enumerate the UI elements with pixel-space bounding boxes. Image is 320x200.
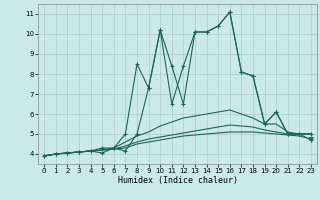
X-axis label: Humidex (Indice chaleur): Humidex (Indice chaleur)	[118, 176, 238, 185]
